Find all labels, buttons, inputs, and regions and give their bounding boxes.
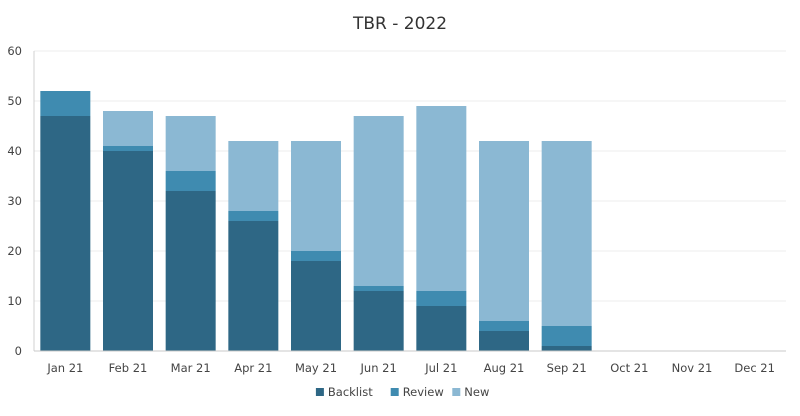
grid [34, 50, 786, 302]
legend-swatch [452, 388, 461, 396]
legend-label: Backlist [328, 385, 373, 399]
y-tick-label: 30 [7, 194, 22, 208]
legend-item-review[interactable]: Review [390, 385, 444, 399]
x-tick-label: Jul 21 [424, 361, 457, 375]
bar-review-8 [541, 326, 592, 346]
x-tick-label: Aug 21 [484, 361, 525, 375]
x-tick-label: Mar 21 [171, 361, 211, 375]
bar-new-4 [291, 141, 341, 251]
bar-backlist-8 [541, 346, 592, 351]
x-tick-label: Jan 21 [46, 361, 83, 375]
y-tick-label: 20 [7, 244, 22, 258]
legend-item-backlist[interactable]: Backlist [315, 385, 373, 399]
bar-review-7 [479, 321, 529, 331]
y-tick-label: 10 [7, 294, 22, 308]
bar-new-1 [103, 111, 153, 146]
y-tick-label: 0 [15, 344, 22, 358]
bar-new-8 [541, 141, 592, 326]
legend-swatch [390, 388, 399, 396]
legend-label: New [464, 385, 489, 399]
x-tick-label: Feb 21 [109, 361, 148, 375]
bar-backlist-4 [291, 261, 341, 351]
bar-backlist-0 [40, 116, 91, 351]
bar-review-1 [103, 146, 153, 151]
x-tick-label: Oct 21 [610, 361, 648, 375]
bar-backlist-7 [479, 331, 529, 351]
bar-backlist-2 [165, 191, 216, 351]
x-tick-label: Apr 21 [234, 361, 272, 375]
bar-review-3 [228, 211, 279, 221]
bar-review-2 [165, 171, 216, 191]
x-tick-label: Jun 21 [360, 361, 397, 375]
bar-new-3 [228, 141, 279, 211]
y-tick-label: 50 [7, 94, 22, 108]
bar-backlist-1 [103, 151, 153, 351]
y-tick-label: 60 [7, 44, 22, 58]
legend-item-new[interactable]: New [452, 385, 489, 399]
x-tick-label: Dec 21 [734, 361, 775, 375]
bar-review-4 [291, 251, 341, 261]
bar-review-0 [40, 91, 91, 116]
bar-review-5 [353, 286, 404, 291]
chart-title: TBR - 2022 [352, 14, 447, 34]
y-tick-label: 40 [7, 144, 22, 158]
bar-new-2 [165, 116, 216, 171]
bar-new-7 [479, 141, 529, 321]
bar-backlist-5 [353, 291, 404, 351]
bar-backlist-6 [416, 306, 467, 351]
bar-new-5 [353, 116, 404, 286]
legend: Backlist Review New [315, 385, 489, 399]
x-tick-label: May 21 [295, 361, 337, 375]
legend-swatch [315, 388, 324, 396]
bar-review-6 [416, 291, 467, 306]
bar-backlist-3 [228, 221, 279, 351]
legend-label: Review [403, 385, 444, 399]
bar-new-6 [416, 106, 467, 291]
bars [40, 91, 592, 351]
x-tick-label: Sep 21 [547, 361, 587, 375]
axes: 0 10 20 30 40 50 60 Jan 21 Feb 21 Mar 21 Apr 21 May… [7, 44, 786, 375]
x-tick-label: Nov 21 [672, 361, 713, 375]
